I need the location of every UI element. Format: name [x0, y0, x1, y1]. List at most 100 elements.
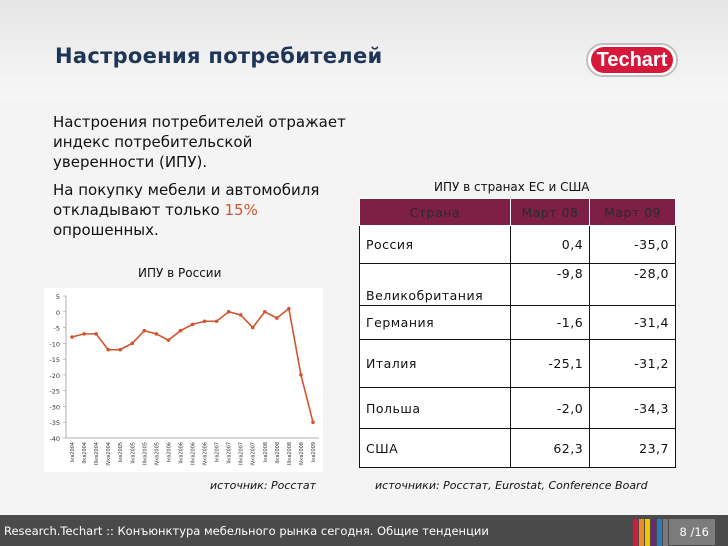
table-row: Великобритания -9,8 -28,0	[359, 263, 676, 306]
x-tick-label: IIIкв2006	[191, 442, 197, 465]
data-point	[238, 313, 243, 317]
stripe-4	[657, 519, 662, 546]
cell-mar09: -31,2	[589, 339, 676, 388]
x-tick-label: IIкв2004	[82, 442, 88, 464]
stripe-1	[639, 519, 644, 546]
cell-country: Германия	[359, 305, 511, 340]
russia-ipu-chart: 5 0 -5 -10 -15 -20 -25 -30 -35 -40 Iкв2004 IIкв2004…	[44, 288, 323, 472]
y-tick-label: 5	[56, 293, 60, 301]
x-tick-label: IIкв2007	[227, 442, 233, 464]
page-number: 8 /16	[679, 525, 709, 539]
data-point	[70, 335, 74, 339]
table-row: Россия 0,4 -35,0	[359, 225, 676, 264]
data-point	[82, 332, 86, 336]
stripe-3	[651, 519, 656, 546]
page-number-badge: 8 /16	[669, 519, 715, 545]
y-tick-label: 0	[56, 309, 60, 317]
table-title: ИПУ в странах ЕС и США	[434, 180, 590, 194]
x-tick-label: IIкв2008	[275, 442, 281, 464]
table-row: США 62,3 23,7	[359, 428, 676, 468]
cell-mar09: -35,0	[589, 225, 676, 264]
bullet-text-after: опрошенных.	[53, 221, 159, 239]
cell-country: Великобритания	[359, 263, 511, 306]
stripe-0	[633, 519, 638, 546]
data-point	[106, 347, 110, 352]
x-tick-label: IVкв2006	[203, 442, 209, 466]
data-point	[94, 332, 98, 336]
y-tick-label: -20	[49, 372, 60, 380]
data-point	[250, 325, 255, 330]
table-row: Польша -2,0 -34,3	[359, 387, 676, 429]
stripe-5	[663, 519, 668, 546]
bullet-ipu-definition: Настроения потребителей отражает индекс …	[53, 113, 346, 171]
cell-country: Россия	[359, 225, 511, 264]
header-country: Страна	[359, 198, 511, 226]
cell-mar08: -9,8	[509, 263, 591, 306]
techart-logo: Techart	[586, 43, 678, 77]
x-tick-label: IVкв2005	[154, 442, 160, 466]
logo-text: Techart	[591, 47, 673, 73]
data-point	[287, 306, 291, 311]
cell-mar09: -34,3	[589, 387, 676, 429]
x-tick-label: IIкв2006	[178, 442, 184, 464]
header-march-08: Март 08	[509, 198, 591, 226]
cell-mar08: 0,4	[509, 225, 591, 264]
data-point	[142, 328, 147, 333]
bullet-highlight-percent: 15%	[224, 201, 258, 219]
data-point	[226, 309, 231, 314]
slide-title: Настроения потребителей	[55, 44, 383, 68]
x-tick-label: Iкв2008	[263, 442, 269, 462]
chart-title: ИПУ в России	[138, 266, 222, 280]
data-point	[154, 332, 159, 336]
data-point	[214, 319, 219, 324]
cell-mar08: -1,6	[509, 305, 591, 340]
x-tick-label: IIIкв2005	[142, 442, 148, 465]
x-tick-label: IIIкв2004	[94, 442, 100, 465]
data-point	[118, 347, 123, 352]
y-tick-label: -10	[49, 340, 60, 348]
cell-mar08: -2,0	[509, 387, 591, 429]
table-row: Италия -25,1 -31,2	[359, 339, 676, 388]
y-tick-label: -35	[49, 419, 60, 427]
cell-country: Италия	[359, 339, 511, 388]
data-point	[299, 373, 303, 377]
cell-country: США	[359, 428, 511, 468]
stripe-2	[645, 519, 650, 546]
y-tick-label: -40	[49, 435, 60, 443]
x-tick-label: Iкв2005	[118, 442, 124, 462]
cell-mar08: 62,3	[509, 428, 591, 468]
bullet-text-before: На покупку мебели и автомобиля откладыва…	[53, 181, 320, 219]
x-tick-label: Iкв2007	[215, 442, 221, 462]
cell-mar08: -25,1	[509, 339, 591, 388]
table-source: источники: Росстат, Eurostat, Conference…	[375, 479, 648, 492]
header-march-09: Март 09	[589, 198, 676, 226]
table-row: Германия -1,6 -31,4	[359, 305, 676, 340]
y-tick-label: -5	[54, 325, 60, 333]
data-point	[262, 309, 267, 314]
data-point	[190, 322, 195, 327]
table-header-row: Страна Март 08 Март 09	[359, 198, 676, 226]
chart-source: источник: Росстат	[210, 479, 317, 492]
x-tick-label: Iкв2004	[70, 442, 76, 462]
footer-bar: Research.Techart :: Конъюнктура мебельно…	[0, 515, 728, 546]
data-point	[178, 328, 183, 333]
brand-color-stripes	[633, 519, 669, 546]
y-tick-label: -30	[49, 403, 60, 411]
cell-mar09: -28,0	[589, 263, 676, 306]
x-tick-label: IVкв2004	[106, 442, 112, 466]
data-point	[166, 338, 171, 342]
x-tick-label: Iкв2006	[166, 442, 172, 462]
data-point	[130, 341, 135, 346]
data-point	[311, 420, 315, 425]
y-tick-label: -15	[49, 356, 60, 364]
x-tick-label: IIIкв2007	[239, 442, 245, 465]
cell-mar09: -31,4	[589, 305, 676, 340]
x-tick-label: IVкв2008	[299, 442, 305, 466]
data-point	[202, 319, 207, 324]
x-tick-label: Iкв2009	[311, 442, 317, 462]
ipu-countries-table: Страна Март 08 Март 09 Россия 0,4 -35,0 …	[359, 198, 676, 468]
x-tick-label: IVкв2007	[251, 442, 257, 466]
footer-text: Research.Techart :: Конъюнктура мебельно…	[4, 524, 489, 538]
bullet-postponed-purchases: На покупку мебели и автомобиля откладыва…	[53, 180, 343, 240]
chart-svg: 5 0 -5 -10 -15 -20 -25 -30 -35 -40 Iкв2004 IIкв2004…	[49, 293, 319, 466]
